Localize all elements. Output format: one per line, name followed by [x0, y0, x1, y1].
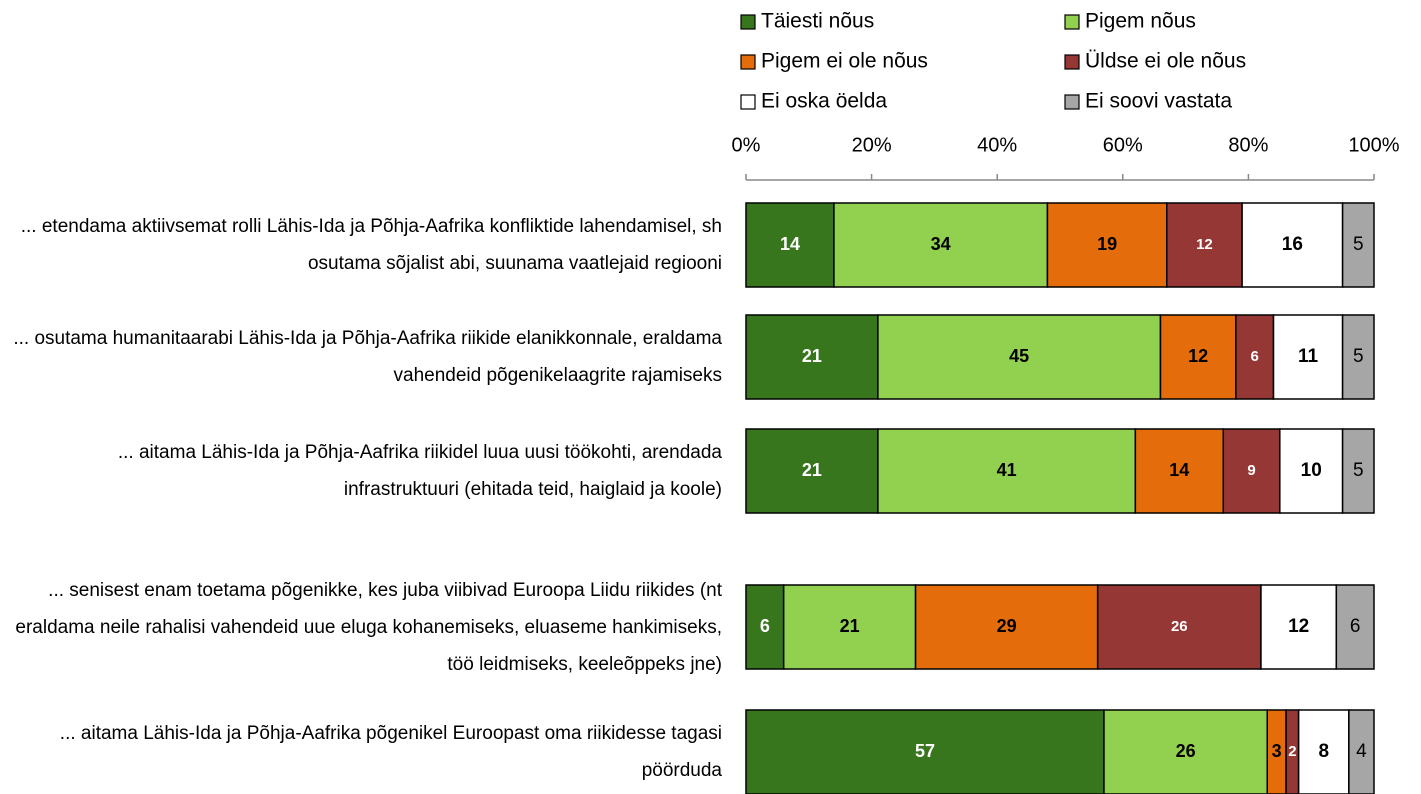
category-label: ... aitama Lähis-Ida ja Põhja-Aafrika ri… [117, 442, 722, 500]
bar-segment [914, 584, 1099, 670]
value-label: 12 [1196, 236, 1213, 253]
legend-label: Ei soovi vastata [1085, 90, 1232, 113]
legend-swatch [1064, 54, 1080, 70]
bar-segment [1103, 709, 1268, 794]
legend-swatch [740, 54, 756, 70]
category-label: ... senisest enam toetama põgenikke, kes… [15, 579, 722, 675]
legend-swatch [740, 94, 756, 110]
x-tick-label: 60% [1103, 134, 1143, 156]
value-label: 10 [1301, 460, 1322, 481]
category-label: ... osutama humanitaarabi Lähis-Ida ja P… [13, 328, 722, 386]
value-label: 6 [1350, 616, 1361, 637]
bar-segment [1134, 428, 1225, 514]
value-label: 21 [840, 616, 860, 636]
value-label: 9 [1247, 462, 1255, 479]
x-tick-label: 100% [1348, 134, 1399, 156]
value-label: 6 [760, 616, 770, 636]
value-label: 16 [1282, 234, 1303, 255]
bar-segment [877, 314, 1162, 400]
value-label: 11 [1298, 346, 1319, 367]
legend-label: Üldse ei ole nõus [1085, 50, 1246, 73]
value-label: 14 [1169, 460, 1189, 480]
value-label: 5 [1353, 346, 1364, 367]
value-label: 4 [1356, 741, 1367, 762]
legend-label: Täiesti nõus [761, 10, 874, 33]
legend-swatch [1064, 14, 1080, 30]
bar-segment [782, 584, 917, 670]
value-label: 26 [1171, 618, 1188, 635]
value-label: 12 [1288, 616, 1309, 637]
value-label: 2 [1288, 743, 1296, 760]
category-label: ... aitama Lähis-Ida ja Põhja-Aafrika põ… [59, 723, 722, 781]
bar-segment [1348, 709, 1375, 794]
bar-segment [1046, 202, 1168, 288]
bar-segment [1341, 314, 1375, 400]
value-label: 41 [997, 460, 1017, 480]
x-tick-label: 80% [1228, 134, 1268, 156]
value-label: 5 [1353, 234, 1364, 255]
bar-segment [1335, 584, 1375, 670]
legend-label: Pigem nõus [1085, 10, 1196, 33]
bar-segment [745, 709, 1105, 794]
x-tick-label: 40% [977, 134, 1017, 156]
legend-swatch [1064, 94, 1080, 110]
value-label: 3 [1272, 741, 1282, 761]
value-label: 45 [1009, 346, 1029, 366]
legend-label: Ei oska öelda [761, 90, 887, 113]
bar-segment [1096, 584, 1262, 670]
value-label: 19 [1097, 234, 1117, 254]
bar-segment [745, 428, 879, 514]
bar-segment [1260, 584, 1338, 670]
bar-segment [1297, 709, 1350, 794]
x-tick-label: 20% [852, 134, 892, 156]
bar-segment [1279, 428, 1344, 514]
value-label: 21 [802, 346, 822, 366]
bar-segment [745, 584, 785, 670]
category-label: ... etendama aktiivsemat rolli Lähis-Ida… [20, 216, 722, 274]
legend-label: Pigem ei ole nõus [761, 50, 928, 73]
bar-segment [1159, 314, 1237, 400]
value-label: 29 [997, 616, 1017, 636]
bar-segment [1341, 428, 1375, 514]
value-label: 8 [1318, 741, 1329, 762]
value-label: 12 [1188, 346, 1208, 366]
bar-segment [1222, 428, 1281, 514]
x-tick-label: 0% [732, 134, 761, 156]
bar-segment [833, 202, 1049, 288]
value-label: 57 [915, 741, 935, 761]
bar-segment [745, 314, 879, 400]
value-label: 6 [1251, 348, 1259, 365]
value-label: 26 [1176, 741, 1196, 761]
bar-segment [1341, 202, 1375, 288]
bar-segment [1235, 314, 1275, 400]
value-label: 5 [1353, 460, 1364, 481]
value-label: 14 [780, 234, 800, 254]
value-label: 21 [802, 460, 822, 480]
bar-segment [1166, 202, 1243, 288]
value-label: 34 [931, 234, 951, 254]
bar-segment [745, 202, 835, 288]
bar-segment [1272, 314, 1344, 400]
legend-swatch [740, 14, 756, 30]
